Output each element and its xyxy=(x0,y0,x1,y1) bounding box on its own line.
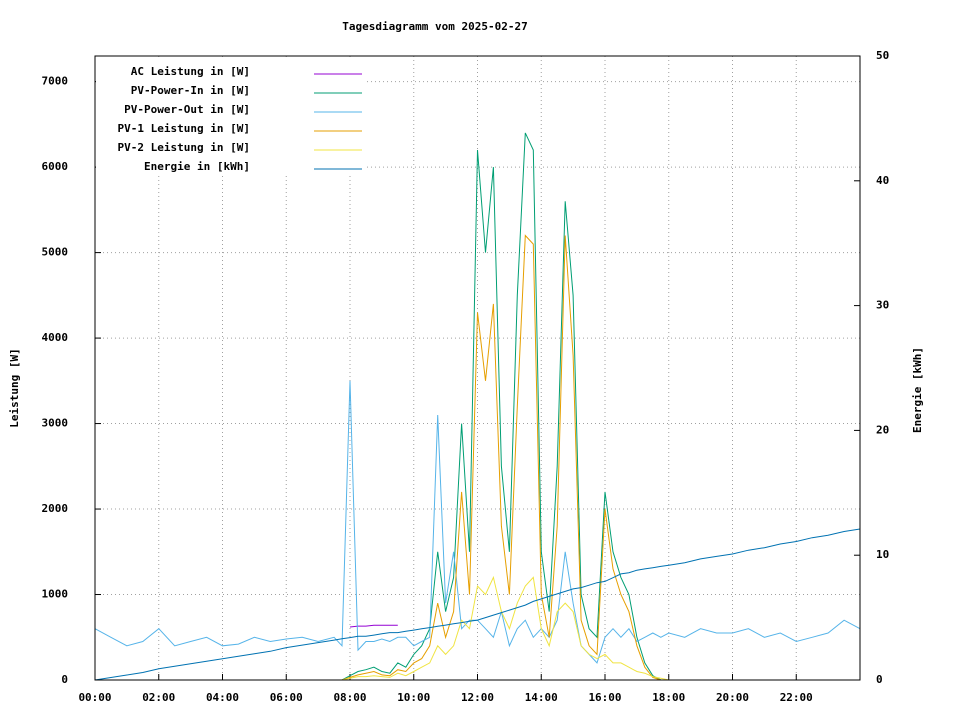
y2-tick-label: 30 xyxy=(876,299,889,312)
x-tick-label: 08:00 xyxy=(333,691,366,704)
y2-tick-label: 20 xyxy=(876,423,889,436)
legend-box xyxy=(96,59,366,176)
chart-title: Tagesdiagramm vom 2025-02-27 xyxy=(342,20,527,33)
series-line xyxy=(95,132,860,681)
y-tick-label: 4000 xyxy=(42,331,69,344)
y-tick-label: 6000 xyxy=(42,160,69,173)
x-tick-label: 10:00 xyxy=(397,691,430,704)
legend-label: PV-Power-In in [W] xyxy=(131,84,250,97)
y2-tick-label: 40 xyxy=(876,174,889,187)
y2-tick-label: 50 xyxy=(876,49,889,62)
x-tick-label: 18:00 xyxy=(652,691,685,704)
legend-label: PV-1 Leistung in [W] xyxy=(118,122,250,135)
y2-tick-label: 0 xyxy=(876,673,883,686)
series-line xyxy=(94,528,861,681)
y-tick-label: 3000 xyxy=(42,417,69,430)
legend-label: Energie in [kWh] xyxy=(144,160,250,173)
x-tick-label: 06:00 xyxy=(270,691,303,704)
x-tick-label: 20:00 xyxy=(716,691,749,704)
x-tick-label: 12:00 xyxy=(461,691,494,704)
y-tick-label: 5000 xyxy=(42,246,69,259)
x-tick-label: 02:00 xyxy=(142,691,175,704)
y-tick-label: 1000 xyxy=(42,588,69,601)
x-tick-label: 00:00 xyxy=(78,691,111,704)
y-tick-label: 0 xyxy=(61,673,68,686)
y-tick-label: 2000 xyxy=(42,502,69,515)
x-tick-label: 14:00 xyxy=(525,691,558,704)
y2-tick-label: 10 xyxy=(876,548,889,561)
legend-label: PV-2 Leistung in [W] xyxy=(118,141,250,154)
legend-label: AC Leistung in [W] xyxy=(131,65,250,78)
x-tick-label: 16:00 xyxy=(588,691,621,704)
series-line xyxy=(95,234,860,681)
series-line xyxy=(94,380,861,664)
x-tick-label: 22:00 xyxy=(780,691,813,704)
y2-axis-label: Energie [kWh] xyxy=(911,347,924,433)
y-tick-label: 7000 xyxy=(42,75,69,88)
series-line xyxy=(349,624,398,628)
plot-frame xyxy=(94,55,861,681)
legend-label: PV-Power-Out in [W] xyxy=(124,103,250,116)
y-axis-label: Leistung [W] xyxy=(8,348,21,427)
x-tick-label: 04:00 xyxy=(206,691,239,704)
